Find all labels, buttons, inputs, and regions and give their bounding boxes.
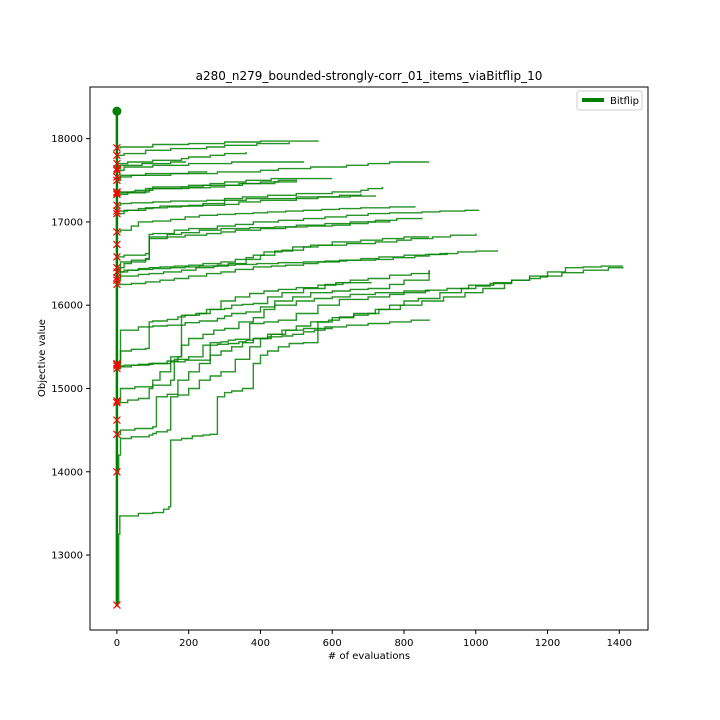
legend-label-bitflip: Bitflip (610, 96, 639, 107)
x-tick-label: 1400 (607, 638, 632, 649)
y-tick-label: 16000 (51, 301, 83, 312)
x-tick-label: 200 (179, 638, 198, 649)
series-line-13 (116, 193, 362, 212)
series-line-4 (116, 152, 247, 165)
start-marker-14 (112, 227, 121, 236)
start-marker-15 (112, 240, 121, 249)
series-line-5 (116, 161, 305, 171)
x-tick-label: 1000 (463, 638, 488, 649)
legend-box (576, 90, 643, 111)
series-line-30 (116, 265, 623, 606)
series-line-10 (116, 181, 297, 194)
start-marker-6 (112, 173, 121, 181)
start-marker-1 (112, 143, 121, 152)
start-marker-5 (112, 166, 121, 175)
start-marker-26 (112, 397, 121, 405)
y-tick-label: 18000 (51, 134, 83, 145)
start-marker-12 (112, 207, 121, 216)
x-tick-label: 0 (114, 638, 120, 649)
y-tick-label: 13000 (51, 551, 83, 562)
series-line-15 (116, 209, 480, 269)
series-line-18 (116, 233, 477, 273)
x-tick-label: 600 (323, 638, 342, 649)
series-line-26 (116, 326, 333, 402)
series-line-7 (116, 161, 430, 178)
start-marker-11 (112, 201, 121, 210)
y-tick-label: 15000 (51, 384, 83, 395)
plot-area (112, 106, 624, 609)
start-marker-27 (112, 398, 121, 407)
start-marker-2 (112, 151, 121, 160)
series-line-21 (116, 252, 448, 273)
start-marker-9 (112, 188, 121, 197)
series-line-22 (116, 282, 372, 365)
y-tick-label: 17000 (51, 217, 83, 228)
x-axis-label: # of evaluations (328, 651, 410, 662)
series-line-29 (116, 284, 506, 473)
series-line-1 (116, 140, 319, 149)
series-line-25 (116, 266, 624, 370)
y-axis-label: Objective value (37, 319, 48, 397)
start-marker-16 (112, 252, 121, 261)
start-marker-21 (112, 280, 121, 289)
y-tick-label: 14000 (51, 467, 83, 478)
start-marker-24 (112, 362, 121, 370)
series-line-12 (116, 186, 384, 206)
series-line-14 (116, 206, 416, 233)
series-line-2 (116, 142, 290, 156)
start-marker-25 (112, 364, 121, 373)
start-marker-19 (112, 273, 121, 282)
start-marker-31 (112, 601, 121, 609)
series-line-23 (116, 270, 430, 365)
series-line-17 (116, 220, 391, 281)
series-line-28 (116, 319, 430, 435)
plot-frame (89, 86, 649, 631)
x-tick-label: 400 (251, 638, 270, 649)
start-marker-28 (112, 416, 121, 425)
start-marker-13 (112, 209, 121, 218)
start-marker-30 (112, 467, 121, 476)
best-point-marker (112, 106, 122, 116)
start-marker-18 (112, 267, 121, 276)
start-marker-7 (112, 176, 121, 185)
series-line-6 (116, 171, 208, 181)
chart-title: a280_n279_bounded-strongly-corr_01_items… (196, 69, 543, 83)
y-axis: 13000 14000 15000 16000 17000 18000 (51, 134, 90, 562)
start-marker-10 (112, 190, 121, 199)
start-marker-4 (112, 164, 121, 173)
legend: Bitflip (576, 90, 643, 111)
series-line-27 (116, 290, 430, 404)
start-marker-29 (112, 430, 121, 439)
x-tick-label: 800 (394, 638, 413, 649)
series-line-20 (116, 236, 430, 279)
x-tick-label: 1200 (535, 638, 560, 649)
series-line-8 (116, 177, 333, 196)
x-axis: 0 200 400 600 800 1000 1200 1400 (114, 630, 632, 649)
